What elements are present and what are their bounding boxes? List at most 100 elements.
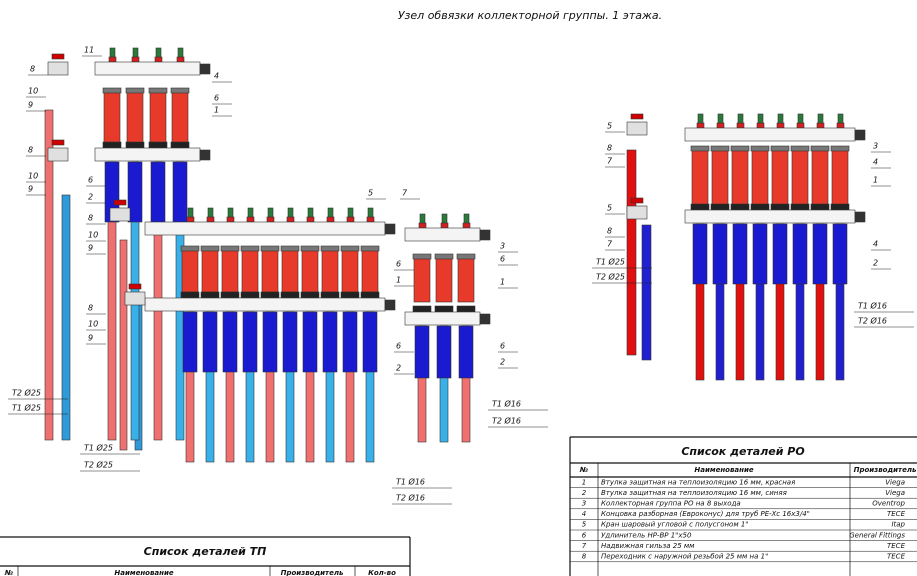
cap <box>306 216 315 223</box>
valve-handle <box>113 199 127 206</box>
callout: 1 <box>873 176 878 185</box>
nut <box>810 203 830 211</box>
insulation <box>772 223 788 285</box>
table-title: Список деталей РО <box>681 445 804 458</box>
cap <box>176 56 185 63</box>
cap <box>776 122 785 129</box>
callout: 8 <box>88 304 93 313</box>
flowmeter <box>731 149 749 206</box>
callout: 6 <box>500 342 505 351</box>
callout: 9 <box>88 244 93 253</box>
insulation <box>362 311 378 373</box>
cap <box>836 122 845 129</box>
table-header: Наименование <box>694 466 753 474</box>
cap <box>266 216 275 223</box>
pipe-label: T2 Ø16 <box>396 493 425 503</box>
nut <box>320 245 340 252</box>
cap <box>418 222 427 229</box>
callout: 6 <box>88 176 93 185</box>
callout: 9 <box>28 101 33 110</box>
cap <box>246 216 255 223</box>
table-cell: Itap <box>891 521 905 529</box>
flowmeter <box>149 91 167 146</box>
callout: 3 <box>873 142 878 151</box>
nut <box>280 245 300 252</box>
flowmeter <box>341 249 359 293</box>
flowmeter <box>103 91 121 146</box>
nut <box>710 145 730 152</box>
callout: 1 <box>500 278 505 287</box>
nut <box>300 291 320 299</box>
insulation <box>202 311 218 373</box>
nut <box>770 203 790 211</box>
callout: 1 <box>396 276 401 285</box>
nut <box>750 145 770 152</box>
callout: 8 <box>607 227 612 236</box>
nut <box>412 253 432 260</box>
ball-valve <box>626 205 648 220</box>
riser <box>119 239 128 451</box>
callout: 8 <box>607 144 612 153</box>
table-header: № <box>4 569 14 576</box>
nut <box>220 291 240 299</box>
end-cap <box>854 211 866 223</box>
table-cell: 1 <box>582 478 586 486</box>
riser <box>641 224 652 361</box>
nut <box>170 141 190 149</box>
end-cap <box>479 313 491 325</box>
cap <box>286 216 295 223</box>
insulation <box>752 223 768 285</box>
cap <box>206 216 215 223</box>
nut <box>340 291 360 299</box>
ball-valve <box>47 147 69 162</box>
table-cell: Концовка разборная (Евроконус) для труб … <box>601 510 810 518</box>
manifold-bar <box>144 297 386 312</box>
nut <box>360 245 380 252</box>
nut <box>730 145 750 152</box>
callout: 5 <box>607 204 612 213</box>
nut <box>434 253 454 260</box>
callout: 4 <box>214 72 219 81</box>
callout: 2 <box>88 193 93 202</box>
table-cell: 8 <box>582 553 587 561</box>
table-cell: 6 <box>582 531 587 539</box>
cap <box>756 122 765 129</box>
callout: 10 <box>88 231 98 240</box>
nut <box>690 145 710 152</box>
nut <box>180 245 200 252</box>
callout: 5 <box>607 122 612 131</box>
callout: 6 <box>396 342 401 351</box>
insulation <box>732 223 748 285</box>
callout: 2 <box>873 259 878 268</box>
pipe-label: T2 Ø25 <box>12 388 41 398</box>
table-header: Кол-во <box>368 569 396 576</box>
insulation <box>322 311 338 373</box>
ball-valve <box>124 291 146 306</box>
insulation <box>342 311 358 373</box>
valve-handle <box>630 197 644 204</box>
pipe-label: T2 Ø16 <box>492 416 521 426</box>
insulation <box>172 161 188 223</box>
flowmeter <box>413 257 431 303</box>
flowmeter <box>201 249 219 293</box>
callout: 10 <box>88 320 98 329</box>
nut <box>830 145 850 152</box>
nut <box>810 145 830 152</box>
nut <box>300 245 320 252</box>
nut <box>148 141 168 149</box>
flowmeter <box>751 149 769 206</box>
nut <box>730 203 750 211</box>
callout: 4 <box>873 240 878 249</box>
ball-valve <box>47 61 69 76</box>
pipe-label: T1 Ø16 <box>492 399 521 409</box>
pipe-label: T2 Ø16 <box>858 316 887 326</box>
cap <box>366 216 375 223</box>
flowmeter <box>791 149 809 206</box>
table-cell: 4 <box>582 510 586 518</box>
insulation <box>182 311 198 373</box>
riser <box>44 109 54 441</box>
insulation <box>282 311 298 373</box>
table-cell: Коллекторная группа РО на 8 выхода <box>601 500 741 508</box>
cap <box>736 122 745 129</box>
